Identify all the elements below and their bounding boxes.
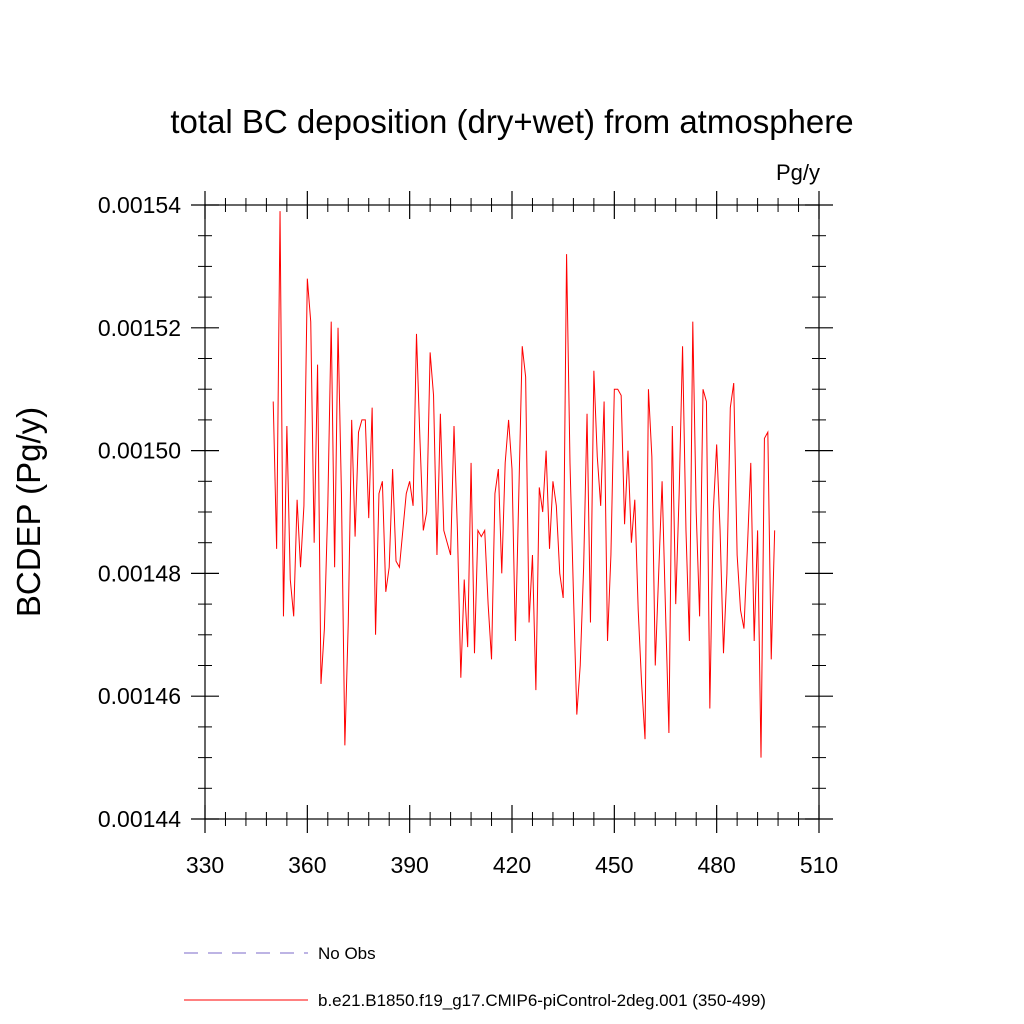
- y-axis-label: BCDEP (Pg/y): [10, 407, 47, 617]
- x-tick-label: 510: [800, 852, 838, 878]
- chart-title: total BC deposition (dry+wet) from atmos…: [170, 103, 853, 140]
- units-label: Pg/y: [776, 160, 820, 185]
- x-tick-label: 450: [595, 852, 633, 878]
- y-tick-label: 0.00144: [98, 806, 181, 832]
- tick-labels: 330 360 390 420 450 480 510 0.00144 0.00146 0.001…: [98, 192, 838, 878]
- series-layer: [272, 211, 776, 758]
- minor-ticks: [198, 198, 826, 826]
- x-tick-label: 420: [493, 852, 531, 878]
- x-tick-label: 360: [288, 852, 326, 878]
- y-tick-label: 0.00152: [98, 315, 181, 341]
- x-tick-label: 330: [186, 852, 224, 878]
- y-tick-label: 0.00146: [98, 683, 181, 709]
- x-tick-label: 480: [697, 852, 735, 878]
- y-tick-label: 0.00150: [98, 438, 181, 464]
- y-tick-label: 0.00154: [98, 192, 181, 218]
- x-tick-label: 390: [390, 852, 428, 878]
- series-line: [272, 211, 776, 758]
- legend-label-no-obs: No Obs: [318, 944, 376, 963]
- legend: No Obs b.e21.B1850.f19_g17.CMIP6-piContr…: [184, 944, 766, 1010]
- legend-label-model: b.e21.B1850.f19_g17.CMIP6-piControl-2deg…: [318, 991, 766, 1010]
- y-tick-label: 0.00148: [98, 560, 181, 586]
- plot-frame: [204, 204, 820, 820]
